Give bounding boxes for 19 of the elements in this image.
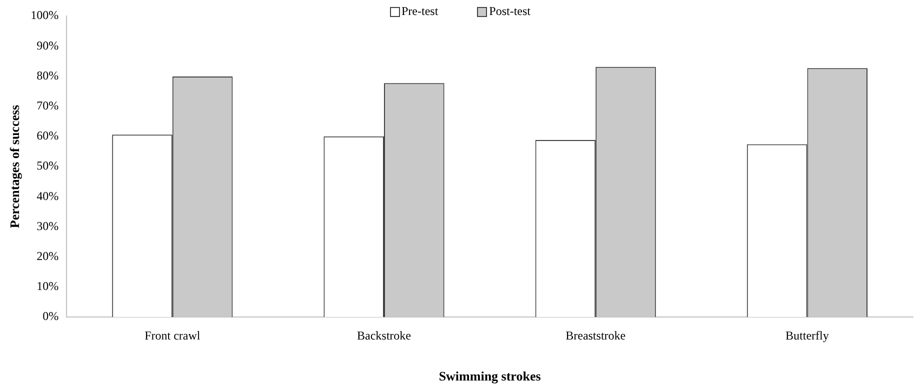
x-tick-label: Backstroke [357,328,411,342]
y-tick-label: 0% [42,309,59,324]
y-tick-label: 50% [36,158,59,173]
y-tick-label: 30% [36,218,59,233]
y-tick-label: 60% [36,128,59,143]
y-tick-label: 100% [30,8,59,22]
legend-label: Pre-test [402,4,438,19]
x-tick-label: Breaststroke [566,328,626,342]
x-axis-title: Swimming strokes [438,368,541,384]
x-tick-label: Butterfly [786,328,829,342]
y-tick-label: 20% [36,248,59,263]
y-axis-title: Percentages of success [7,104,22,228]
y-tick-label: 70% [36,98,59,112]
y-tick-label: 40% [36,188,59,203]
x-tick-label: Front crawl [144,328,201,342]
y-tick-label: 10% [36,279,59,294]
y-tick-label: 90% [36,38,59,52]
y-tick-label: 80% [36,68,59,82]
legend-label: Post-test [489,4,530,19]
